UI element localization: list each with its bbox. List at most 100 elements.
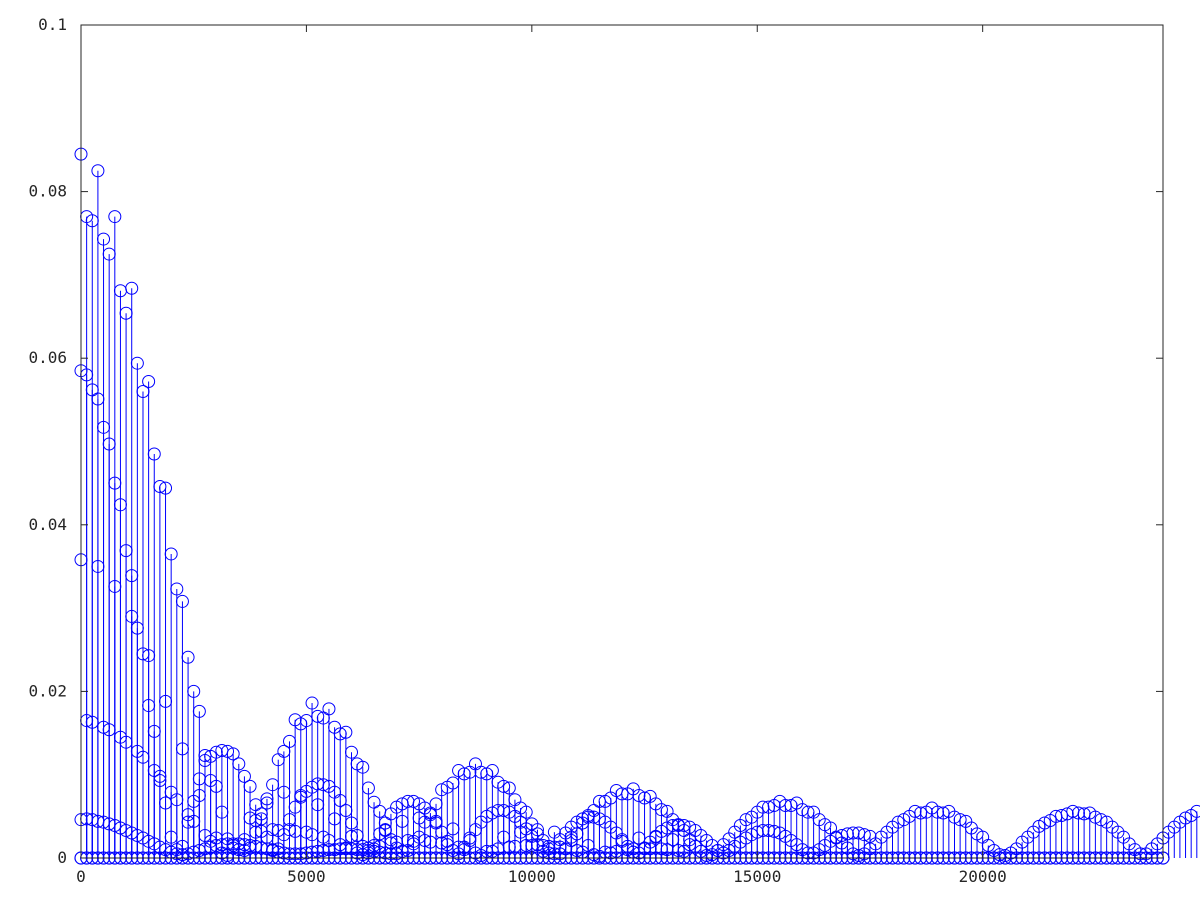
stem-marker xyxy=(745,828,759,842)
stem-marker xyxy=(108,210,122,224)
y-tick-label: 0 xyxy=(57,848,67,867)
y-tick-label: 0.1 xyxy=(38,15,67,34)
stem-marker xyxy=(401,834,415,848)
x-axis-ticks: 0 5000 10000 15000 20000 xyxy=(76,25,1007,886)
stem-marker xyxy=(125,281,139,295)
stem-marker xyxy=(446,822,460,836)
stem-marker xyxy=(654,803,668,817)
stem-marker xyxy=(412,811,426,825)
stem-marker xyxy=(378,824,392,838)
stem-marker xyxy=(891,815,905,829)
stem-marker xyxy=(361,781,375,795)
x-tick-label: 10000 xyxy=(508,867,556,886)
stem-marker xyxy=(1190,804,1200,818)
stem-marker xyxy=(102,247,116,261)
stem-marker xyxy=(102,723,116,737)
x-tick-label: 0 xyxy=(76,867,86,886)
stem-marker xyxy=(170,793,184,807)
stem-marker xyxy=(181,815,195,829)
stem-marker xyxy=(237,769,251,783)
stem-marker xyxy=(277,744,291,758)
stem-marker xyxy=(632,789,646,803)
stem-marker xyxy=(514,825,528,839)
stem-marker xyxy=(113,498,127,512)
stem-marker xyxy=(339,804,353,818)
stem-marker xyxy=(153,840,167,854)
plot-background xyxy=(81,25,1163,858)
stem-marker xyxy=(277,785,291,799)
stem-marker xyxy=(497,830,511,844)
stem-marker xyxy=(914,806,928,820)
stem-marker xyxy=(192,772,206,786)
stem-marker xyxy=(587,810,601,824)
stem-marker xyxy=(187,684,201,698)
stem-marker xyxy=(164,830,178,844)
stem-marker xyxy=(91,559,105,573)
stem-marker xyxy=(243,811,257,825)
stem-marker xyxy=(288,824,302,838)
stem-marker xyxy=(108,819,122,833)
stem-marker xyxy=(299,825,313,839)
stem-marker xyxy=(215,805,229,819)
stem-marker xyxy=(85,214,99,228)
stem-marker xyxy=(1094,813,1108,827)
stem-marker xyxy=(345,745,358,759)
stem-marker xyxy=(423,835,437,849)
stem-marker xyxy=(119,544,133,558)
stem-marker xyxy=(226,747,240,761)
stem-marker xyxy=(221,837,235,851)
stem-marker xyxy=(339,725,353,739)
stem-marker xyxy=(125,826,139,840)
stem-marker xyxy=(271,824,285,838)
stem-marker xyxy=(113,821,127,835)
stem-marker xyxy=(159,694,173,708)
stem-marker xyxy=(953,813,967,827)
stem-marker xyxy=(345,816,358,830)
stem-marker xyxy=(615,787,629,801)
stem-marker xyxy=(767,824,781,838)
stem-marker xyxy=(97,232,111,246)
stem-marker xyxy=(457,767,471,781)
stem-marker xyxy=(429,814,443,828)
stem-marker xyxy=(311,709,325,723)
stem-marker xyxy=(164,547,178,561)
stem-marker xyxy=(497,804,511,818)
stem-marker xyxy=(406,794,420,808)
stem-marker xyxy=(243,779,257,793)
stem-marker xyxy=(249,825,263,839)
stem-marker xyxy=(192,789,206,803)
stem-marker xyxy=(119,824,133,838)
stem-marker xyxy=(153,479,167,493)
stem-marker xyxy=(350,829,364,843)
stem-marker xyxy=(305,696,319,710)
stem-marker xyxy=(142,649,156,663)
stem-marker xyxy=(125,569,139,583)
stem-marker xyxy=(209,745,223,759)
stem-marker xyxy=(829,831,843,845)
stem-marker xyxy=(762,800,776,814)
stem-marker xyxy=(147,447,161,461)
stem-marker xyxy=(485,764,499,778)
stem-marker xyxy=(632,831,646,845)
stem-marker xyxy=(418,834,432,848)
axes xyxy=(80,24,1164,859)
stem-marker xyxy=(333,727,347,741)
x-tick-label: 20000 xyxy=(959,867,1007,886)
stem-marker xyxy=(209,779,223,793)
stem-marker xyxy=(102,817,116,831)
stem-marker xyxy=(857,828,871,842)
stem-marker xyxy=(130,621,144,635)
stem-marker xyxy=(519,805,533,819)
stem-marker xyxy=(638,791,652,805)
stem-marker xyxy=(266,823,280,837)
stem-marker xyxy=(530,823,544,837)
stem-marker xyxy=(452,840,466,854)
x-tick-label: 15000 xyxy=(733,867,781,886)
y-axis-ticks: 0 0.02 0.04 0.06 0.08 0.1 xyxy=(28,15,1163,867)
stem-marker xyxy=(502,781,516,795)
stem-marker xyxy=(316,778,330,792)
stem-marker xyxy=(936,806,950,820)
stem-marker xyxy=(266,778,280,792)
stem-marker xyxy=(153,774,167,788)
